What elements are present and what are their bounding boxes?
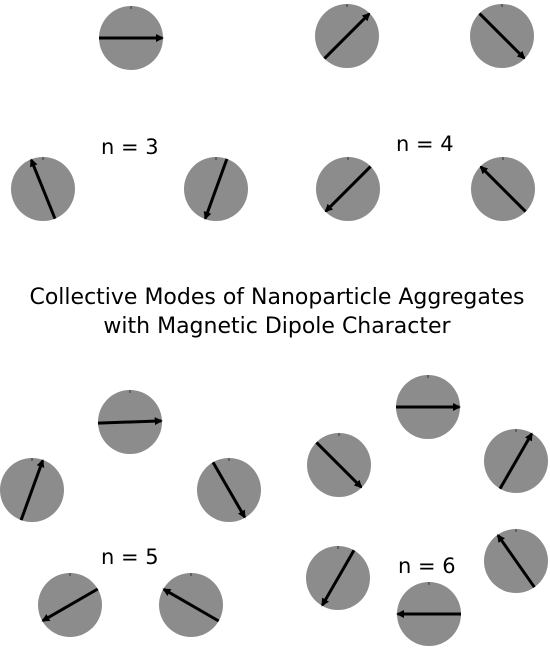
particle-n6-4	[306, 546, 370, 610]
dipole-arrow	[479, 165, 527, 213]
particle-n5-3	[197, 458, 261, 522]
diagram-title-line-1: Collective Modes of Nanoparticle Aggrega…	[29, 285, 524, 310]
particle-n5-5	[159, 573, 223, 637]
particle-n4-1	[315, 4, 379, 68]
dipole-arrow	[323, 12, 371, 60]
dipole-arrow	[478, 12, 526, 60]
particle-n6-6	[396, 582, 461, 646]
dipole-arrow	[315, 441, 363, 489]
particle-n3-1	[99, 6, 164, 70]
dipole-arrow	[162, 588, 220, 623]
dipole-arrow	[324, 165, 372, 213]
group-label-n5: n = 5	[101, 545, 159, 569]
dipole-arrow	[19, 459, 45, 521]
dipole-arrow	[29, 158, 57, 220]
particle-n6-1	[396, 375, 461, 439]
particle-n5-2	[0, 458, 64, 522]
particle-n4-4	[471, 157, 535, 221]
group-label-n3: n = 3	[101, 135, 159, 159]
dipole-arrow	[203, 158, 229, 220]
particle-n3-2	[11, 157, 75, 221]
particle-n6-5	[484, 529, 548, 593]
particle-n5-4	[38, 573, 102, 637]
dipole-arrow	[211, 461, 246, 519]
particle-n3-3	[184, 157, 248, 221]
dipole-arrow	[498, 432, 533, 490]
particle-n6-3	[484, 429, 548, 493]
dipole-arrow	[321, 549, 356, 607]
group-label-n4: n = 4	[396, 132, 454, 156]
dipole-arrow	[41, 587, 99, 622]
group-label-n6: n = 6	[398, 554, 456, 578]
particle-n6-2	[307, 433, 371, 497]
dipole-arrow	[496, 534, 536, 589]
particles-layer	[0, 4, 548, 646]
dipole-arrow	[97, 417, 163, 426]
particle-n5-1	[97, 390, 163, 454]
diagram-title-line-2: with Magnetic Dipole Character	[103, 314, 451, 339]
particle-n4-3	[316, 157, 380, 221]
particle-n4-2	[470, 4, 534, 68]
